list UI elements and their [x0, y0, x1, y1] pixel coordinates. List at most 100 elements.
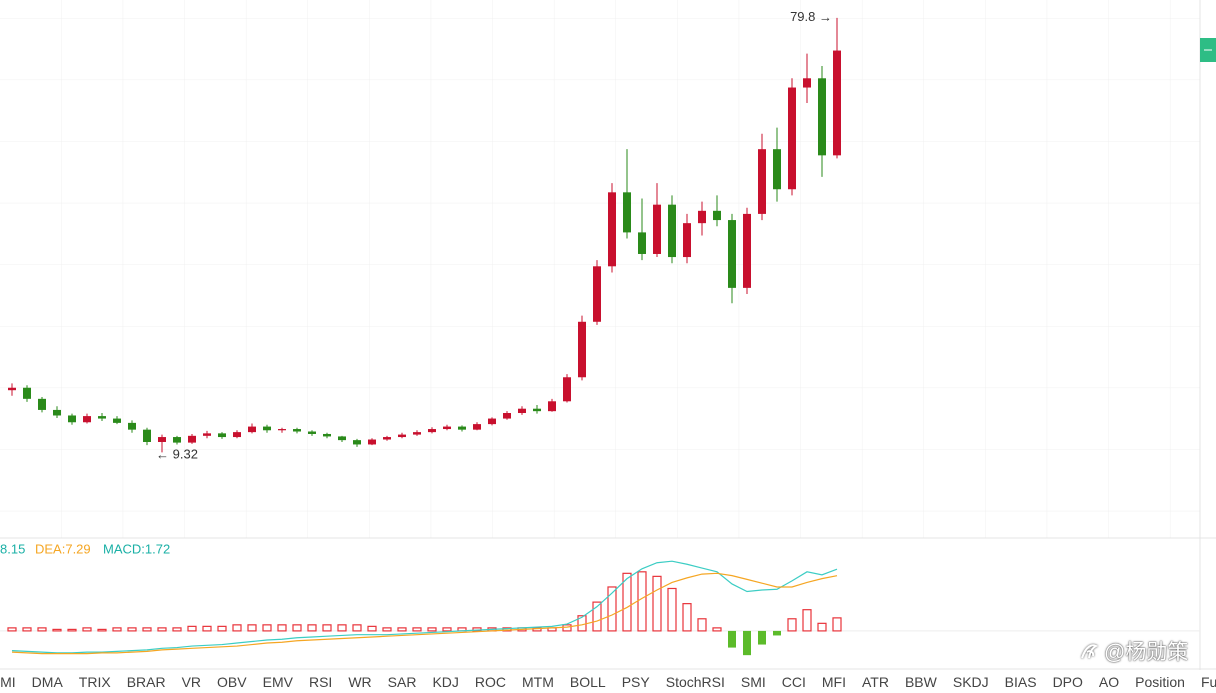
indicator-tab[interactable]: DMA	[31, 674, 63, 690]
macd-bar	[247, 624, 257, 632]
candle-body	[53, 409, 61, 416]
indicator-tab[interactable]: BBW	[904, 674, 937, 690]
macd-bar	[397, 627, 407, 632]
chart: 8.15 DEA:7.29 MACD:1.72 79.8 → ← 9.32	[0, 0, 1216, 670]
indicator-tab[interactable]: TRIX	[78, 674, 111, 690]
indicator-tab[interactable]: OBV	[217, 674, 247, 690]
indicator-tab[interactable]: EMV	[262, 674, 293, 690]
macd-bar	[652, 575, 662, 632]
macd-bar	[292, 624, 302, 632]
macd-bar	[382, 627, 392, 632]
macd-legend: MACD:1.72	[103, 541, 170, 556]
indicator-tab[interactable]: BOLL	[569, 674, 606, 690]
candle-body	[83, 416, 91, 423]
candle-body	[623, 192, 631, 233]
macd-bar	[232, 624, 242, 632]
candle-body	[398, 434, 406, 438]
macd-bar	[97, 628, 107, 632]
candle-body	[638, 232, 646, 254]
candle-body	[338, 436, 346, 441]
high-value: 79.8	[790, 9, 815, 24]
indicator-tab[interactable]: ROC	[474, 674, 507, 690]
macd-bar	[712, 627, 722, 632]
candle-body	[503, 413, 511, 419]
macd-bar	[352, 624, 362, 632]
indicator-tab[interactable]: CCI	[781, 674, 806, 690]
candle-body	[458, 426, 466, 430]
macd-bar	[743, 630, 751, 656]
indicator-tab[interactable]: Position	[1135, 674, 1185, 690]
candle-body	[248, 426, 256, 433]
candle-body	[188, 435, 196, 443]
indicator-tab[interactable]: WR	[348, 674, 372, 690]
macd-bar	[142, 627, 152, 632]
candle-body	[488, 418, 496, 425]
candle-body	[548, 401, 556, 412]
indicator-tab[interactable]: SMI	[740, 674, 766, 690]
candle-body	[773, 149, 781, 190]
macd-bar	[277, 624, 287, 632]
macd-legend: DEA:7.29	[35, 541, 91, 556]
macd-bar	[187, 625, 197, 632]
macd-bar	[217, 625, 227, 632]
indicator-tab[interactable]: AO	[1098, 674, 1120, 690]
indicator-tab[interactable]: VR	[181, 674, 202, 690]
macd-bar	[37, 627, 47, 632]
macd-bar	[202, 625, 212, 632]
macd-bar	[682, 603, 692, 632]
candle-body	[263, 426, 271, 431]
watermark-icon	[1081, 644, 1099, 659]
indicator-tab[interactable]: MFI	[821, 674, 846, 690]
macd-bar	[562, 624, 572, 632]
candle-body	[608, 192, 616, 267]
indicator-tab[interactable]: StochRSI	[665, 674, 725, 690]
indicator-tab[interactable]: KDJ	[432, 674, 459, 690]
candle-body	[233, 432, 241, 438]
indicator-tab[interactable]: Fundflow	[1200, 674, 1216, 690]
indicator-tab[interactable]: BRAR	[126, 674, 166, 690]
macd-bar	[112, 627, 122, 632]
macd-bar	[758, 630, 766, 645]
macd-bar	[262, 624, 272, 632]
macd-bar	[22, 627, 32, 632]
macd-bar	[82, 627, 92, 632]
candle-body	[143, 429, 151, 442]
indicator-tab[interactable]: SAR	[387, 674, 417, 690]
indicator-tab[interactable]: SKDJ	[952, 674, 989, 690]
candle-body	[518, 408, 526, 414]
candle-body	[713, 210, 721, 221]
candle-body	[668, 204, 676, 258]
macd-bar	[637, 571, 647, 632]
macd-bar	[337, 624, 347, 632]
macd-bar	[787, 618, 797, 632]
candle-body	[443, 426, 451, 430]
indicator-tab[interactable]: DPO	[1052, 674, 1083, 690]
indicator-tab[interactable]: PSY	[621, 674, 650, 690]
candle-body	[743, 213, 751, 288]
candle-body	[308, 431, 316, 434]
candle-body	[728, 220, 736, 288]
macd-bar	[67, 628, 77, 632]
indicator-tab[interactable]: RSI	[308, 674, 333, 690]
candle-body	[113, 418, 121, 423]
indicator-tab[interactable]: ATR	[862, 674, 889, 690]
macd-bar	[52, 628, 62, 632]
indicator-tabs: DMI DMA TRIX BRAR VR OBV EMV RSI WR SAR KDJ ROC MTM B…	[0, 671, 1216, 693]
macd-bar	[802, 609, 812, 632]
macd-bar	[817, 622, 827, 632]
indicator-tab[interactable]: DMI	[0, 674, 16, 690]
macd-bar	[442, 627, 452, 632]
indicator-tab[interactable]: MTM	[522, 674, 554, 690]
candle-body	[68, 415, 76, 423]
candle-body	[173, 437, 181, 443]
macd-bar	[728, 630, 736, 648]
candle-body	[383, 437, 391, 440]
candle-body	[218, 433, 226, 438]
candle-body	[23, 387, 31, 399]
candle-body	[833, 50, 841, 156]
indicator-tab[interactable]: BIAS	[1004, 674, 1037, 690]
watermark: @杨勋策	[1078, 636, 1188, 666]
candle-body	[8, 387, 16, 391]
macd-bar	[172, 627, 182, 632]
